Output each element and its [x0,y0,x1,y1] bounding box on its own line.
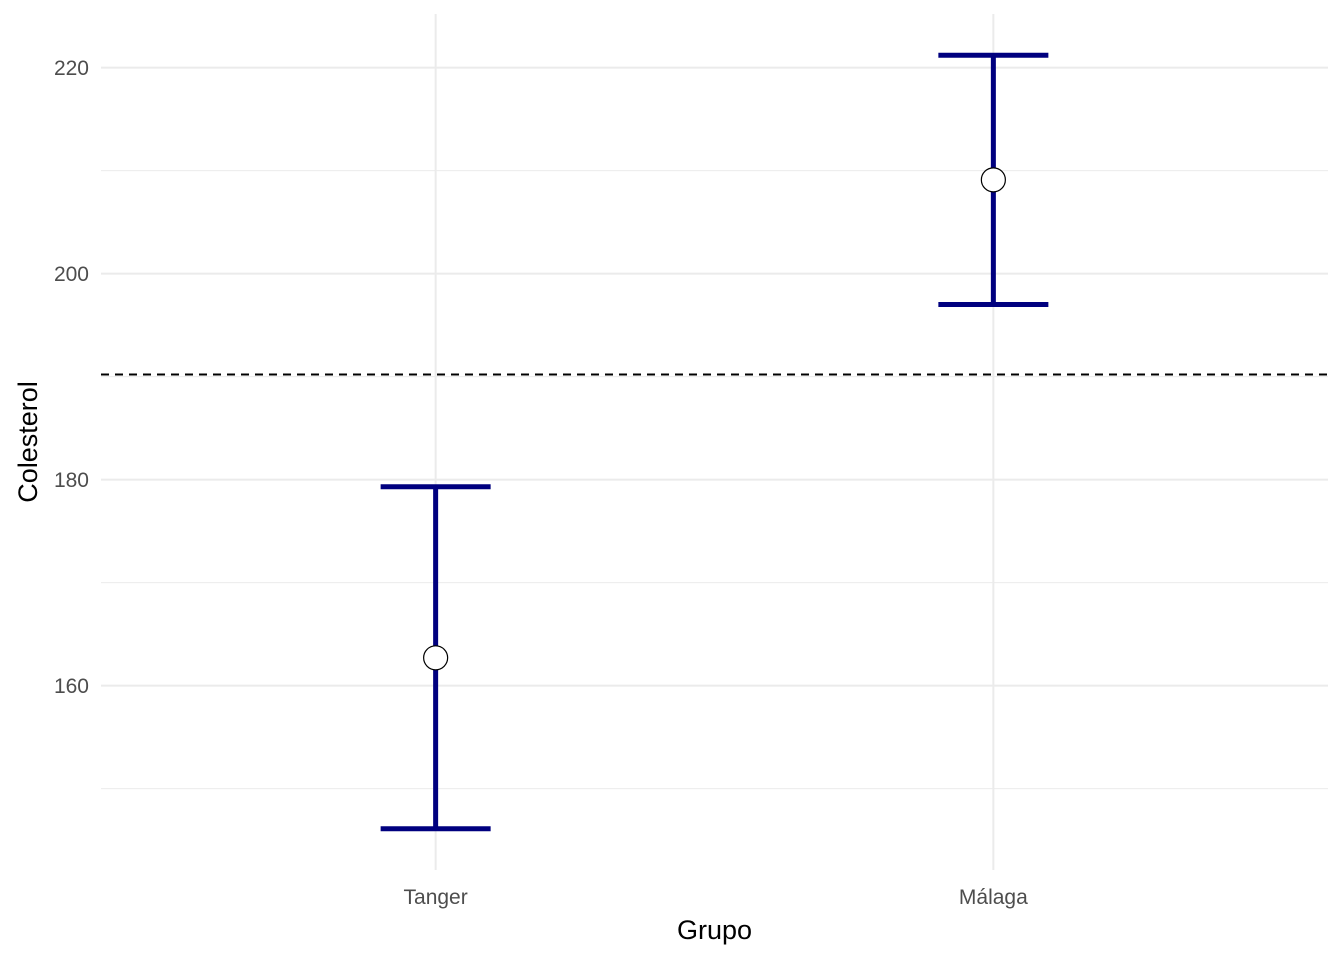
mean-points [423,167,1006,671]
x-axis-ticks: Tanger Málaga [404,886,1029,909]
y-tick-label: 160 [54,675,89,698]
y-axis-ticks: 160 180 200 220 [54,57,89,698]
mean-point-0 [423,645,449,671]
y-tick-label: 200 [54,263,89,286]
x-axis-title: Grupo [677,915,752,945]
x-tick-label: Tanger [404,886,468,909]
grid-minor [101,170,1328,790]
y-axis-title: Colesterol [13,381,43,503]
y-tick-label: 220 [54,57,89,80]
grid-major [101,14,1328,870]
y-tick-label: 180 [54,469,89,492]
x-tick-label: Málaga [959,886,1028,909]
error-bars [380,52,1049,832]
mean-point-1 [980,167,1006,193]
